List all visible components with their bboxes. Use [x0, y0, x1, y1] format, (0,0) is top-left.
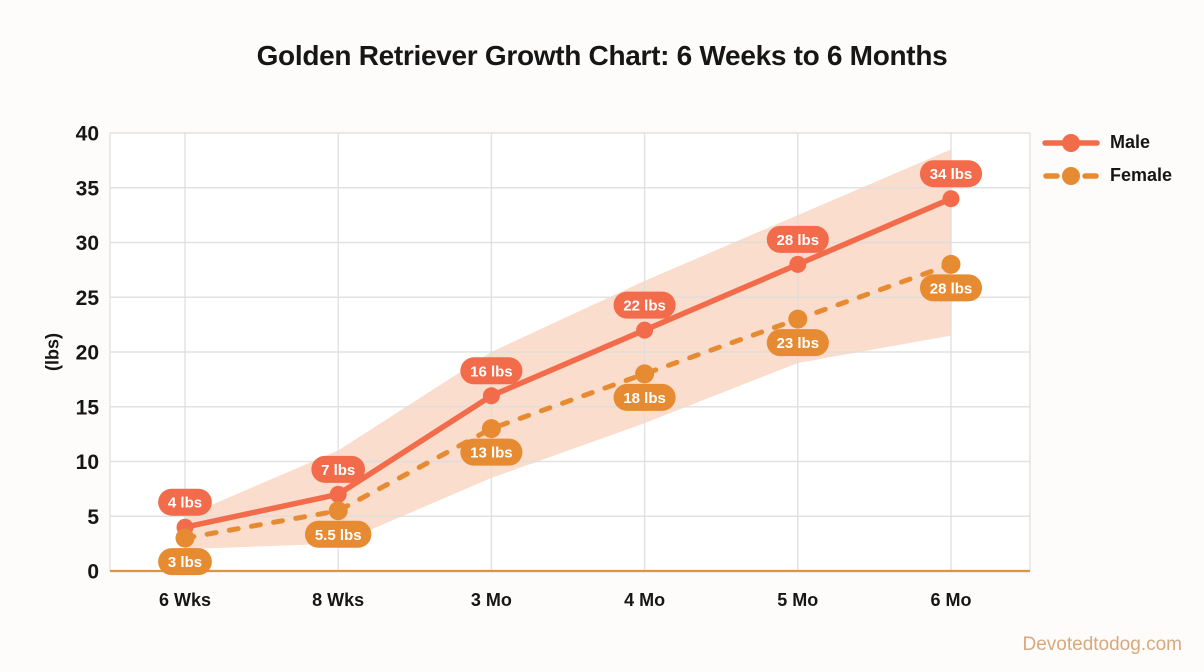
male-data-label-pill [766, 225, 829, 253]
y-tick-label: 0 [87, 561, 99, 584]
y-tick-label: 30 [76, 232, 99, 255]
male-data-point [329, 485, 347, 503]
page-title: Golden Retriever Growth Chart: 6 Weeks t… [256, 40, 948, 71]
x-tick-label: 4 Mo [624, 590, 665, 610]
female-data-point [635, 364, 655, 384]
female-data-label-text: 28 lbs [930, 280, 973, 297]
female-data-point [328, 501, 348, 521]
male-line [182, 195, 954, 530]
legend-label-female: Female [1110, 165, 1173, 185]
y-tick-label: 40 [76, 123, 99, 146]
y-axis-label: (lbs) [42, 333, 63, 371]
female-data-label-pill [613, 383, 676, 411]
male-data-label-pill [311, 455, 366, 483]
y-tick-label: 35 [76, 177, 100, 200]
male-data-point [482, 387, 500, 405]
male-data-label-text: 34 lbs [930, 166, 973, 183]
y-tick-label: 25 [76, 287, 100, 310]
female-data-label-text: 5.5 lbs [315, 527, 362, 544]
female-data-label-pill [460, 438, 523, 466]
female-swatch-dot [1062, 166, 1080, 185]
y-tick-label: 15 [76, 396, 100, 419]
legend: Male Female [1042, 132, 1172, 186]
male-data-label-text: 16 lbs [470, 363, 513, 380]
female-data-point [941, 254, 961, 274]
x-tick-label: 5 Mo [777, 590, 818, 610]
male-data-point [789, 255, 807, 273]
y-tick-label: 20 [76, 342, 99, 365]
female-data-label-text: 3 lbs [168, 554, 202, 571]
female-line [182, 261, 954, 541]
x-tick-label: 6 Mo [930, 590, 971, 610]
female-data-label-text: 23 lbs [777, 335, 820, 352]
female-dashed-swatch-icon [1043, 166, 1099, 185]
male-data-point [942, 190, 960, 208]
male-data-label-text: 28 lbs [777, 232, 820, 249]
legend-item-male: Male [1042, 132, 1172, 153]
female-data-point [788, 309, 808, 329]
male-data-label-text: 7 lbs [321, 462, 355, 479]
legend-item-female: Female [1042, 165, 1172, 186]
female-data-label-text: 18 lbs [623, 390, 666, 407]
y-tick-label: 10 [76, 451, 99, 474]
legend-label-male: Male [1110, 132, 1151, 152]
male-line-swatch-icon [1042, 133, 1100, 152]
female-data-point [481, 419, 501, 439]
x-tick-label: 3 Mo [471, 590, 512, 610]
female-data-label-text: 13 lbs [470, 445, 513, 462]
male-data-label-pill [613, 291, 676, 319]
male-swatch-dot [1062, 133, 1080, 152]
range-band [185, 149, 951, 550]
x-tick-label: 8 Wks [312, 590, 364, 610]
y-tick-label: 5 [87, 506, 99, 529]
male-data-label-text: 4 lbs [168, 495, 202, 512]
male-data-label-text: 22 lbs [623, 298, 666, 315]
male-data-point [636, 321, 654, 339]
x-tick-label: 6 Wks [159, 590, 211, 610]
male-data-label-pill [460, 357, 523, 385]
watermark: Devotedtodog.com [1022, 634, 1183, 655]
female-data-label-pill [158, 548, 212, 576]
male-data-label-pill [919, 160, 983, 188]
female-data-label-pill [766, 329, 829, 357]
female-data-label-pill [919, 274, 983, 302]
female-data-point [175, 528, 195, 548]
female-data-label-pill [305, 520, 372, 548]
male-data-label-pill [158, 488, 212, 516]
